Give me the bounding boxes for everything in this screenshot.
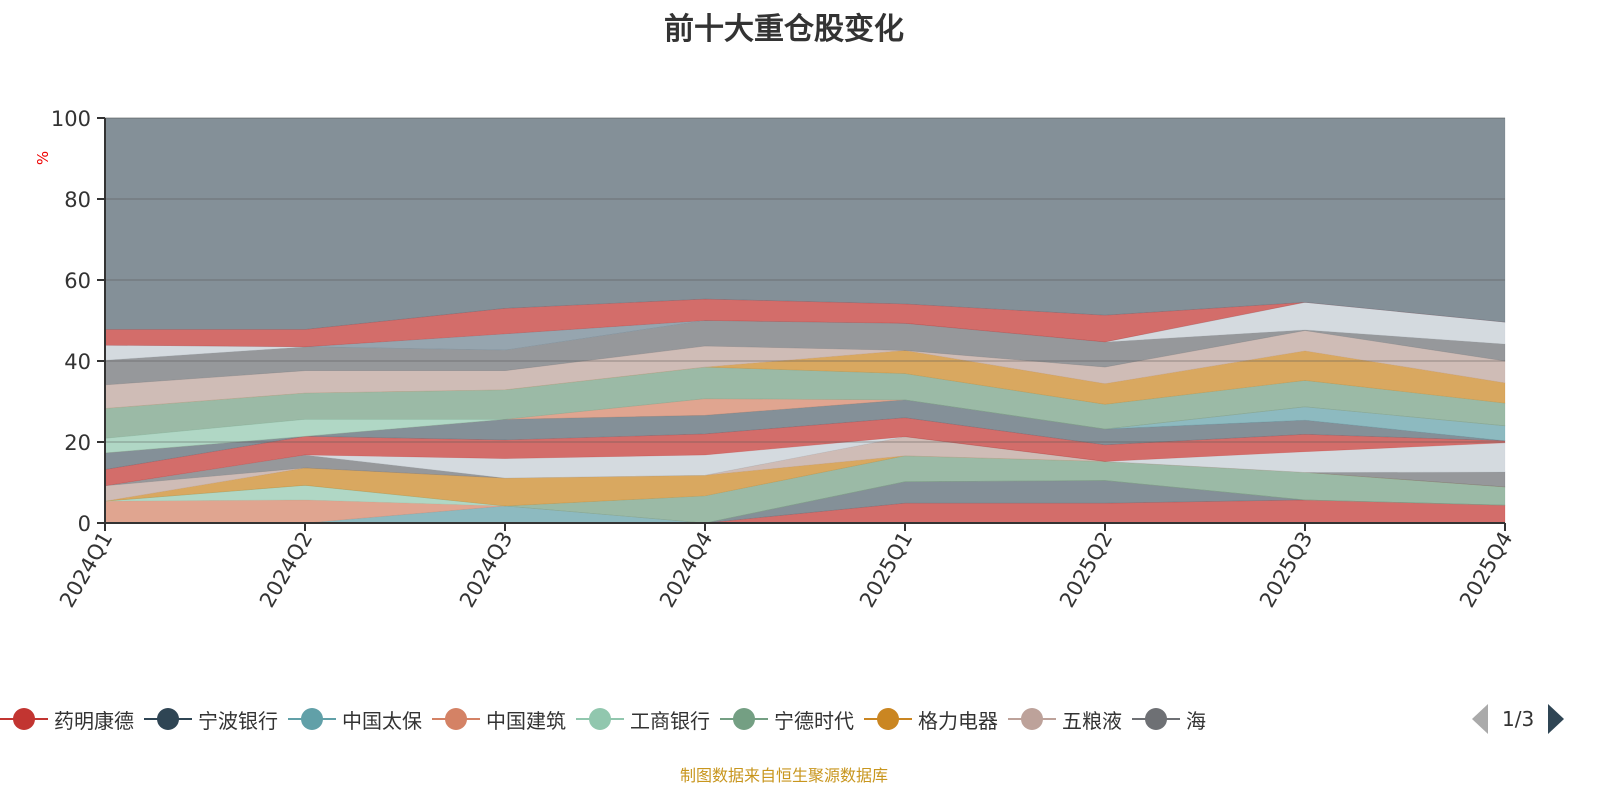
legend-pager: 1/3	[1472, 704, 1565, 734]
legend-item[interactable]: 宁德时代	[720, 705, 854, 734]
x-tick-label: 2024Q4	[655, 528, 717, 612]
y-tick-label: 60	[64, 269, 91, 293]
legend-label: 海	[1186, 708, 1206, 733]
legend-item[interactable]: 海	[1132, 705, 1206, 734]
y-tick-label: 100	[51, 107, 91, 131]
legend-item[interactable]: 中国建筑	[432, 705, 566, 734]
legend-label: 中国建筑	[486, 708, 566, 733]
legend-item[interactable]: 药明康德	[0, 705, 134, 734]
legend-label: 药明康德	[54, 708, 134, 733]
y-tick-label: 0	[78, 512, 91, 536]
legend-item[interactable]: 宁波银行	[144, 705, 278, 734]
legend-marker-icon	[576, 707, 624, 731]
legend-page-indicator: 1/3	[1502, 707, 1535, 731]
y-tick-label: 40	[64, 350, 91, 374]
legend: 药明康德 宁波银行 中国太保 中国建筑 工商银行 宁德时代 格力电器 五粮液 海	[0, 705, 1216, 734]
y-tick-label: 80	[64, 188, 91, 212]
legend-marker-icon	[1008, 707, 1056, 731]
legend-marker-icon	[432, 707, 480, 731]
legend-marker-icon	[0, 707, 48, 731]
area-series-18	[104, 320, 1506, 386]
legend-item[interactable]: 工商银行	[576, 705, 710, 734]
legend-next-arrow-icon[interactable]	[1548, 704, 1565, 734]
legend-marker-icon	[1132, 707, 1180, 731]
x-tick-label: 2024Q1	[55, 528, 117, 612]
x-tick-label: 2025Q4	[1455, 528, 1517, 612]
legend-item[interactable]: 中国太保	[288, 705, 422, 734]
y-axis-label: %	[34, 151, 52, 165]
stacked-area-chart: 0 20 40 60 80 100% 2024Q1 2024Q2 2024Q3 2024Q4 202…	[34, 107, 1517, 612]
chart-title: 前十大重仓股变化	[664, 12, 904, 47]
legend-marker-icon	[144, 707, 192, 731]
legend-marker-icon	[864, 707, 912, 731]
legend-item[interactable]: 五粮液	[1008, 705, 1122, 734]
x-tick-label: 2025Q3	[1255, 528, 1317, 612]
data-source-footer: 制图数据来自恒生聚源数据库	[679, 766, 888, 785]
x-tick-label: 2025Q2	[1055, 528, 1117, 612]
legend-item[interactable]: 格力电器	[864, 705, 998, 734]
y-tick-label: 20	[64, 431, 91, 455]
x-tick-label: 2024Q3	[455, 528, 517, 612]
legend-label: 中国太保	[342, 708, 422, 733]
area-series-22	[104, 117, 1506, 330]
legend-marker-icon	[288, 707, 336, 731]
legend-label: 五粮液	[1062, 708, 1122, 733]
legend-marker-icon	[720, 707, 768, 731]
x-tick-label: 2025Q1	[855, 528, 917, 612]
area-series-19	[104, 301, 1506, 361]
legend-prev-arrow-icon[interactable]	[1472, 704, 1488, 734]
legend-label: 宁德时代	[774, 708, 854, 733]
legend-label: 格力电器	[918, 708, 998, 733]
legend-label: 工商银行	[630, 708, 710, 733]
x-tick-label: 2024Q2	[255, 528, 317, 612]
legend-label: 宁波银行	[198, 708, 278, 733]
